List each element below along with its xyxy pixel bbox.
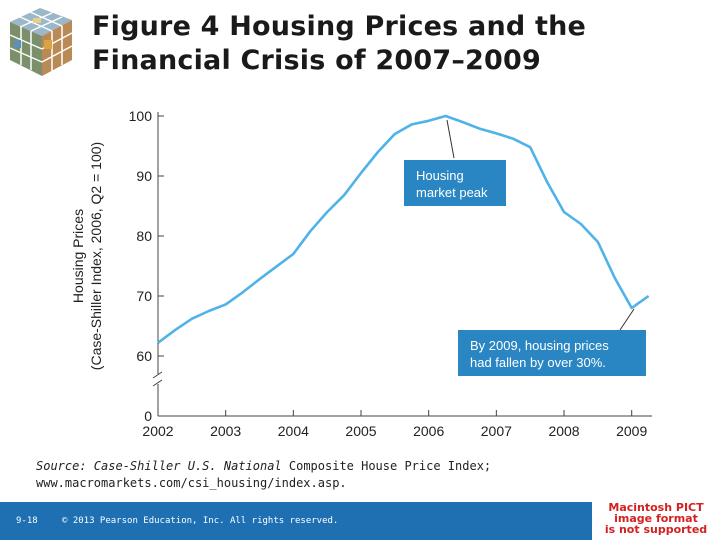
source-note: Source: Case-Shiller U.S. National Compo…: [36, 458, 696, 492]
y-axis-title-line1: Housing Prices: [70, 209, 86, 303]
source-url: www.macromarkets.com/csi_housing/index.a…: [36, 476, 347, 490]
y-axis-break-mark: [152, 379, 163, 387]
x-tick-label: 2002: [142, 423, 173, 439]
x-tick-label: 2004: [278, 423, 309, 439]
peak-callout-box: [404, 160, 506, 206]
slide-number: 9-18: [16, 516, 38, 526]
y-tick-label: 90: [136, 168, 152, 184]
y-tick-label: 70: [136, 288, 152, 304]
pict-line1: Macintosh PICT: [608, 501, 704, 514]
decline-callout-leader: [619, 308, 635, 331]
y-tick-label: 80: [136, 228, 152, 244]
decline-callout-box: [458, 330, 646, 376]
decline-callout-line1: By 2009, housing prices: [470, 338, 609, 353]
x-tick-label: 2008: [548, 423, 579, 439]
slide-title-line1: Figure 4 Housing Prices and the: [92, 11, 587, 42]
source-italic: Source: Case-Shiller U.S. National: [36, 459, 282, 473]
x-tick-label: 2007: [481, 423, 512, 439]
x-tick-label: 2009: [616, 423, 647, 439]
housing-price-series-line: [157, 114, 650, 344]
y-tick-label: 100: [129, 108, 153, 124]
unsupported-image-placeholder: Macintosh PICT image format is not suppo…: [592, 502, 720, 540]
y-axis-break-mark: [152, 371, 163, 379]
peak-callout-line1: Housing: [416, 168, 464, 183]
housing-price-chart: Housing Prices (Case-Shiller Index, 2006…: [70, 108, 652, 439]
x-tick-label: 2005: [345, 423, 376, 439]
slide-title: Figure 4 Housing Prices and the Financia…: [92, 10, 712, 78]
x-axis: 2002 2003 2004 2005 2006 2007 2008 2009: [142, 410, 652, 439]
source-rest: Composite House Price Index;: [281, 459, 492, 473]
decline-callout-line2: had fallen by over 30%.: [470, 355, 606, 370]
y-tick-label: 60: [136, 348, 152, 364]
publisher-cube-logo: [0, 0, 80, 80]
peak-callout-leader: [446, 119, 455, 159]
y-axis-title: Housing Prices (Case-Shiller Index, 2006…: [70, 142, 104, 370]
y-axis-title-line2: (Case-Shiller Index, 2006, Q2 = 100): [88, 142, 104, 370]
y-axis: 0 60 70 80 90 100: [129, 108, 164, 424]
peak-callout-line2: market peak: [416, 185, 488, 200]
copyright-text: © 2013 Pearson Education, Inc. All right…: [62, 516, 339, 526]
annotation-layer: Housing market peak By 2009, housing pri…: [404, 119, 646, 376]
footer-bar: 9-18 © 2013 Pearson Education, Inc. All …: [0, 502, 592, 540]
series-layer: [157, 114, 650, 344]
pict-line3: is not supported: [604, 523, 708, 536]
x-tick-label: 2003: [210, 423, 241, 439]
x-tick-label: 2006: [413, 423, 444, 439]
y-tick-label: 0: [144, 408, 152, 424]
pict-line2: image format: [614, 512, 698, 525]
slide-title-line2: Financial Crisis of 2007–2009: [92, 45, 541, 76]
